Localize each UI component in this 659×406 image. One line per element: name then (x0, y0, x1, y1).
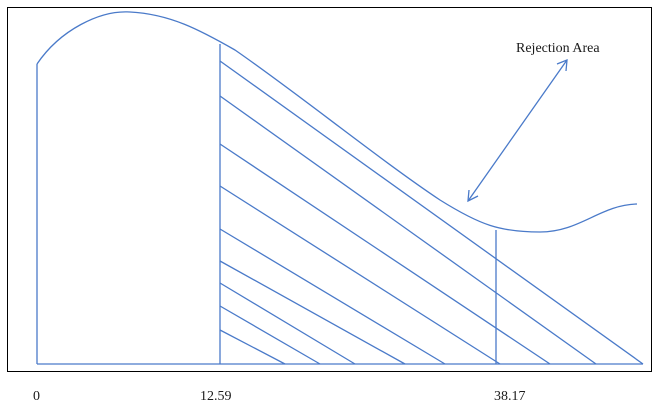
hatch-line (219, 329, 286, 365)
tick-label-12-59: 12.59 (200, 389, 232, 404)
arrowhead-bottom (467, 189, 479, 203)
diagram-border (7, 7, 652, 372)
arrowhead-top (556, 59, 568, 72)
rejection-hatching (219, 60, 644, 365)
distribution-curve (36, 11, 638, 233)
hatch-line (219, 95, 597, 365)
hatch-line (219, 260, 406, 365)
rejection-area-label: Rejection Area (516, 41, 600, 56)
hatch-line (219, 305, 321, 365)
diagram-lines (36, 11, 644, 365)
hatch-line (219, 282, 356, 365)
annotation-arrow (467, 59, 568, 202)
tick-label-38-17: 38.17 (494, 389, 526, 404)
hatch-line (219, 60, 644, 365)
hatch-line (219, 228, 446, 365)
tick-label-0: 0 (33, 389, 40, 404)
hatch-line (219, 143, 551, 365)
hatch-line (219, 185, 501, 365)
